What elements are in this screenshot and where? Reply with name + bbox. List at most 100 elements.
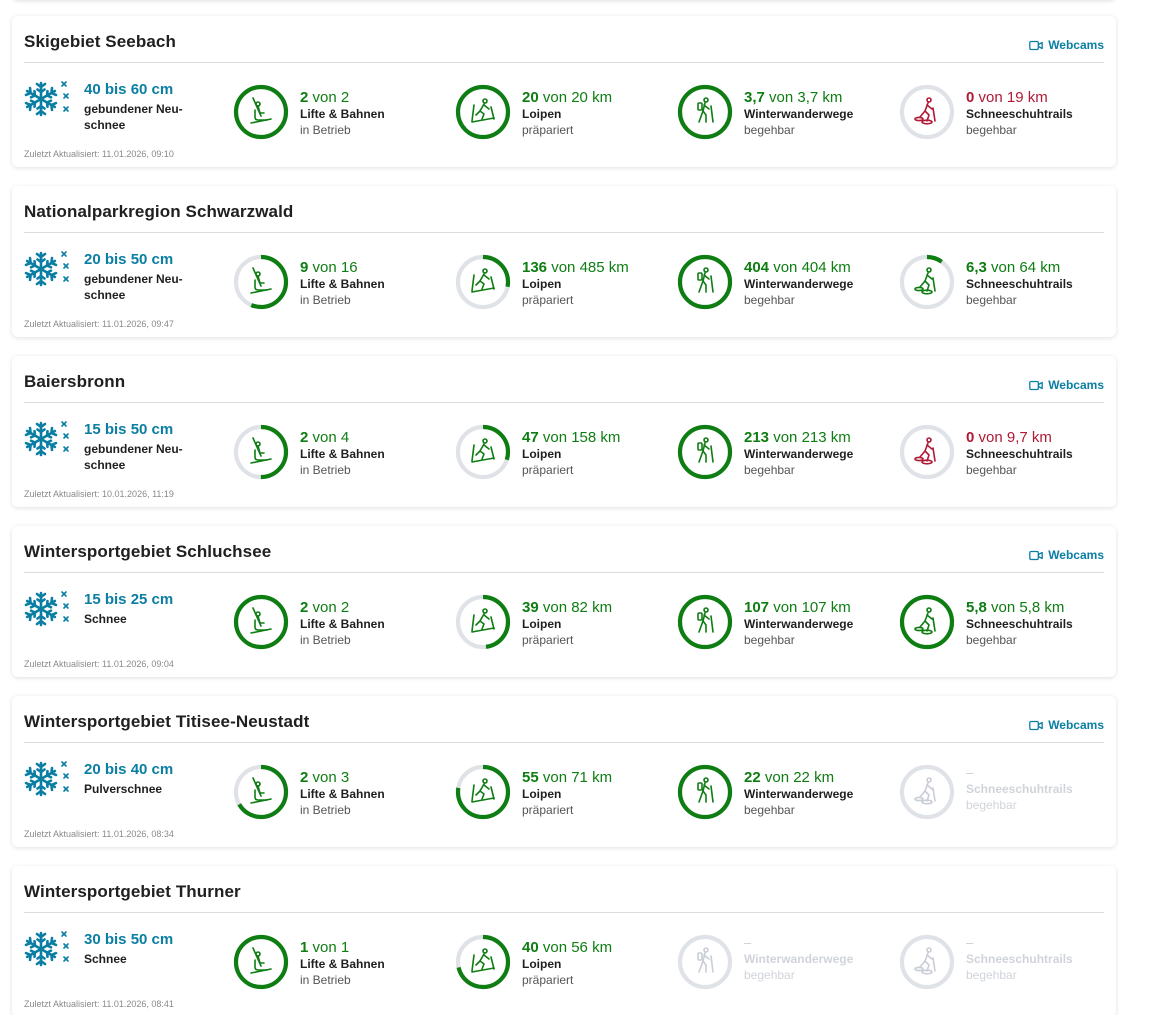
stat-sublabel: begehbar (744, 803, 795, 817)
stat-value: 0 von 19 km (966, 89, 1073, 107)
progress-ring (899, 84, 955, 140)
stat-total: 3 (340, 769, 350, 786)
progress-ring (899, 764, 955, 820)
cross-country-ski-icon (471, 98, 495, 123)
snowshoe-icon (914, 947, 936, 975)
stat-value: 2 von 4 (300, 429, 385, 447)
stat-separator: von (978, 89, 1003, 106)
stat-value: 55 von 71 km (522, 769, 612, 787)
stat-total: 82 (571, 599, 588, 616)
stat-sublabel: in Betrieb (300, 293, 351, 307)
stat-cross-country-ski: 55 von 71 km Loipen präpariert (455, 764, 670, 824)
stat-separator: von (773, 259, 798, 276)
stat-sublabel: in Betrieb (300, 123, 351, 137)
stat-cross-country-ski: 47 von 158 km Loipen präpariert (455, 424, 670, 484)
snow-depth-block: 20 bis 40 cm Pulverschnee Zuletzt Aktual… (24, 759, 214, 839)
hiker-icon (697, 437, 714, 463)
stat-value: 136 von 485 km (522, 259, 629, 277)
snow-type: Pulverschnee (84, 782, 163, 796)
stat-label: Loipen (522, 957, 562, 971)
stat-label: Schneeschuhtrails (966, 782, 1073, 796)
stat-value: 2 von 3 (300, 769, 385, 787)
hiker-icon (697, 267, 714, 293)
ski-area-card: Wintersportgebiet Titisee-Neustadt Webca… (12, 696, 1116, 847)
stat-label: Loipen (522, 617, 562, 631)
stat-open: 39 (522, 599, 539, 616)
progress-ring (233, 254, 289, 310)
hiker-icon (697, 607, 714, 633)
stat-open: 47 (522, 429, 539, 446)
progress-ring (455, 84, 511, 140)
webcams-label: Webcams (1048, 548, 1104, 562)
ski-lift-icon (250, 437, 272, 464)
stat-total: 64 (1019, 259, 1037, 276)
webcams-link[interactable]: Webcams (1029, 38, 1104, 52)
progress-ring (233, 934, 289, 990)
stat-unit: km (1036, 259, 1061, 276)
stat-sublabel: begehbar (744, 123, 795, 137)
webcams-link[interactable]: Webcams (1029, 718, 1104, 732)
stat-label: Winterwanderwege (744, 277, 854, 291)
area-title[interactable]: Skigebiet Seebach (24, 32, 176, 51)
snowshoe-icon (914, 97, 936, 125)
stat-value: 2 von 2 (300, 89, 385, 107)
stat-total: 2 (340, 599, 350, 616)
ski-area-card: Nationalparkregion Schwarzwald (12, 186, 1116, 337)
video-camera-icon (1029, 720, 1044, 730)
area-title[interactable]: Wintersportgebiet Schluchsee (24, 542, 272, 561)
snowflake-icon (24, 81, 69, 117)
hiker-icon (697, 947, 714, 973)
cross-country-ski-icon (471, 438, 495, 463)
area-title[interactable]: Nationalparkregion Schwarzwald (24, 202, 294, 221)
stat-separator: von (312, 939, 337, 956)
stat-label: Winterwanderwege (744, 447, 854, 461)
stat-ski-lift: 2 von 2 Lifte & Bahnen in Betrieb (233, 84, 448, 144)
snow-depth-block: 30 bis 50 cm Schnee Zuletzt Aktualisiert… (24, 929, 214, 1009)
stat-snowshoe: 6,3 von 64 km Schneeschuhtrails begehbar (899, 254, 1114, 314)
stat-separator: von (312, 89, 337, 106)
stat-total: 485 (579, 259, 605, 276)
progress-ring (677, 594, 733, 650)
stat-sublabel: in Betrieb (300, 973, 351, 987)
webcams-link[interactable]: Webcams (1029, 548, 1104, 562)
snow-depth-block: 40 bis 60 cm gebundener Neu-schnee Zulet… (24, 79, 214, 159)
progress-ring (677, 934, 733, 990)
stat-separator: von (312, 429, 337, 446)
stat-total: 20 (571, 89, 588, 106)
ski-area-card: Wintersportgebiet Thurner (12, 866, 1116, 1015)
stat-separator: von (978, 429, 1003, 446)
snowshoe-icon (914, 607, 936, 635)
stat-label: Lifte & Bahnen (300, 107, 385, 121)
area-title[interactable]: Wintersportgebiet Titisee-Neustadt (24, 712, 310, 731)
snow-depth-block: 15 bis 25 cm Schnee Zuletzt Aktualisiert… (24, 589, 214, 669)
divider (24, 912, 1104, 913)
progress-ring (233, 594, 289, 650)
stat-ski-lift: 1 von 1 Lifte & Bahnen in Betrieb (233, 934, 448, 994)
area-title[interactable]: Wintersportgebiet Thurner (24, 882, 241, 901)
stat-total: 56 (571, 939, 588, 956)
stat-label: Schneeschuhtrails (966, 617, 1073, 631)
snow-depth-value: 20 bis 40 cm (84, 761, 174, 778)
webcams-label: Webcams (1048, 718, 1104, 732)
last-updated: Zuletzt Aktualisiert: 11.01.2026, 08:41 (24, 999, 174, 1009)
stat-sublabel: präpariert (522, 633, 574, 647)
snow-type: Schnee (84, 612, 127, 626)
stat-open: 107 (744, 599, 770, 616)
divider (24, 402, 1104, 403)
stat-unit: km (818, 89, 843, 106)
stat-cross-country-ski: 39 von 82 km Loipen präpariert (455, 594, 670, 654)
stat-total: 158 (571, 429, 597, 446)
stat-open: 1 (300, 939, 309, 956)
snow-depth-block: 15 bis 50 cm gebundener Neu-schnee Zulet… (24, 419, 214, 499)
webcams-link[interactable]: Webcams (1029, 378, 1104, 392)
stat-ski-lift: 2 von 2 Lifte & Bahnen in Betrieb (233, 594, 448, 654)
area-title[interactable]: Baiersbronn (24, 372, 126, 391)
stat-label: Lifte & Bahnen (300, 277, 385, 291)
stat-snowshoe: 5,8 von 5,8 km Schneeschuhtrails begehba… (899, 594, 1114, 654)
stat-value: 22 von 22 km (744, 769, 853, 787)
last-updated: Zuletzt Aktualisiert: 11.01.2026, 08:34 (24, 829, 174, 839)
webcams-label: Webcams (1048, 378, 1104, 392)
stat-separator: von (542, 89, 568, 106)
video-camera-icon (1029, 40, 1044, 50)
stat-label: Loipen (522, 277, 562, 291)
